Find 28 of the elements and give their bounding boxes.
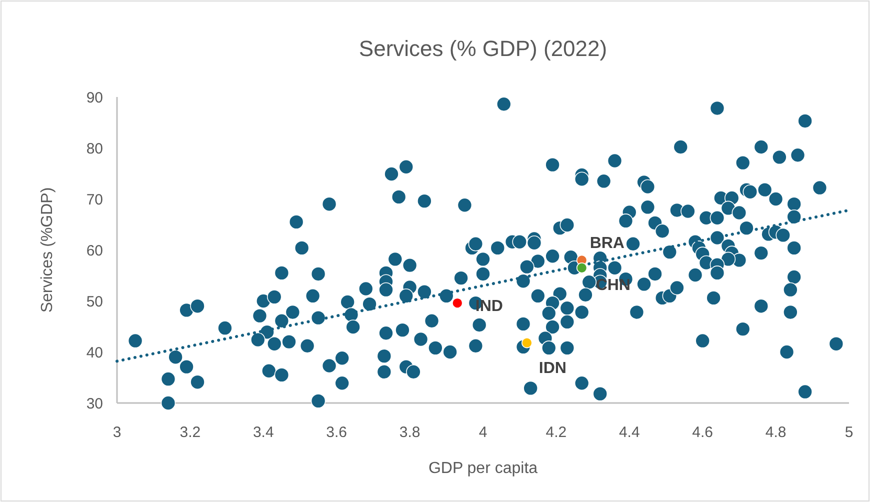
series-label: IDN <box>538 360 566 377</box>
x-tick-label: 4.6 <box>692 424 714 441</box>
x-tick-label: 4.8 <box>765 424 786 441</box>
x-tick-label: 4 <box>478 424 488 441</box>
y-axis-title: Services (%GDP) <box>39 187 56 313</box>
series-label: BRA <box>590 235 625 252</box>
y-tick-label: 90 <box>86 89 103 106</box>
y-tick-label: 50 <box>86 293 103 310</box>
x-tick-label: 3.4 <box>252 424 274 441</box>
y-tick-label: 80 <box>86 140 103 158</box>
series-label: CHN <box>596 276 630 294</box>
x-tick-label: 5 <box>844 424 854 441</box>
point <box>522 337 532 348</box>
y-tick-label: 30 <box>86 395 103 412</box>
x-tick-label: 4.2 <box>546 424 567 441</box>
y-tick-label: 70 <box>86 191 103 208</box>
point <box>452 298 463 308</box>
y-tick-label: 40 <box>86 344 103 362</box>
x-tick-label: 3.2 <box>180 424 201 441</box>
x-tick-label: 3 <box>112 424 122 441</box>
x-axis-title: GDP per capita <box>428 460 538 477</box>
x-tick-label: 4.4 <box>618 424 640 441</box>
point <box>576 262 588 274</box>
series-label: IND <box>475 298 503 316</box>
x-tick-label: 3.8 <box>399 424 420 441</box>
x-tick-label: 3.6 <box>326 424 348 441</box>
chart-title: Services (% GDP) (2022) <box>358 36 608 61</box>
y-tick-label: 60 <box>86 242 103 260</box>
